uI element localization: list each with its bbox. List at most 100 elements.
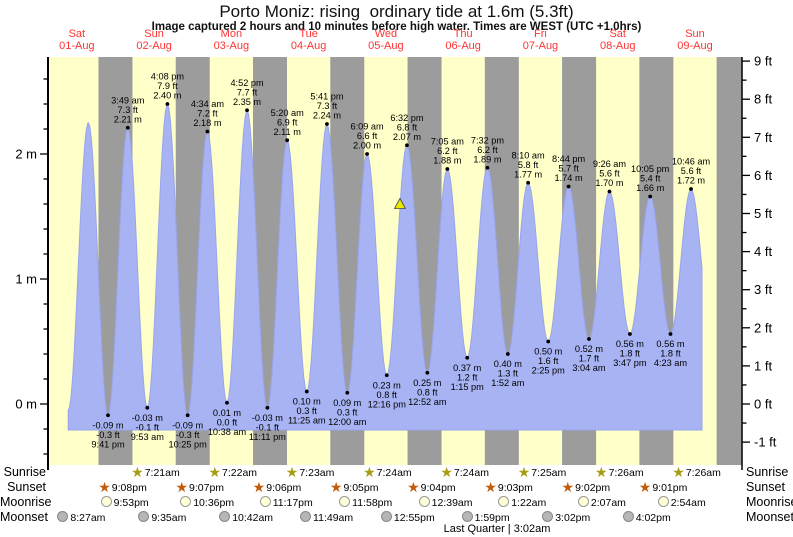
- high-tide-label: 5:41 pm 7.3 ft 2.24 m: [310, 92, 344, 121]
- moonrise-row-label-right: Moonrise: [746, 495, 793, 509]
- moonrise-time: 2:54am: [670, 497, 706, 509]
- sunrise-time: 7:23am: [299, 467, 335, 479]
- day-date: 07-Aug: [522, 39, 559, 52]
- sunrise-star-icon: ★: [208, 464, 222, 480]
- right-axis-tick-label: -1 ft: [754, 435, 777, 450]
- moonrise-row-label-left: Moonrise: [0, 495, 52, 509]
- moonrise-circle-icon: [259, 496, 271, 507]
- day-label: Sat 01-Aug: [39, 28, 115, 52]
- high-tide-label: 5:20 am 6.9 ft 2.11 m: [271, 108, 305, 137]
- right-axis-tick-label: 3 ft: [754, 282, 772, 297]
- sunrise-entry: ★7:25am: [518, 465, 567, 479]
- moonset-circle-icon: [300, 511, 312, 522]
- sunrise-entry: ★7:26am: [595, 465, 644, 479]
- tide-extreme-dot: [445, 167, 450, 171]
- day-date: 04-Aug: [290, 39, 327, 52]
- low-tide-label: 0.01 m 0.0 ft 10:38 am: [208, 408, 247, 437]
- sunset-row-label-right: Sunset: [746, 480, 785, 494]
- high-tide-label: 8:44 pm 5.7 ft 1.74 m: [552, 154, 586, 183]
- day-of-week: Tue: [299, 28, 318, 40]
- moonset-row-label-left: Moonset: [0, 510, 48, 524]
- tide-extreme-dot: [566, 184, 571, 189]
- low-tide-label: 0.25 m 0.8 ft 12:52 am: [408, 378, 447, 407]
- moonrise-circle-icon: [339, 496, 351, 507]
- moon-phase-label: Last Quarter | 3:02am: [443, 523, 551, 535]
- sunrise-star-icon: ★: [131, 464, 144, 480]
- night-band: [716, 57, 742, 465]
- moonset-time: 9:35am: [151, 512, 187, 524]
- sunset-time: 9:01pm: [652, 482, 688, 494]
- sunrise-star-icon: ★: [440, 464, 453, 480]
- moonset-circle-icon: [622, 511, 634, 522]
- sunrise-entry: ★7:26am: [672, 465, 721, 479]
- high-tide-label: 9:26 am 5.6 ft 1.70 m: [593, 159, 627, 188]
- sunset-star-icon: ★: [175, 479, 189, 495]
- moonset-entry: 11:49am: [300, 511, 353, 524]
- sunset-entry: ★9:06pm: [253, 480, 302, 494]
- page-title: Porto Moniz: rising ordinary tide at 1.6…: [219, 2, 574, 21]
- right-axis-tick-label: 2 ft: [754, 320, 772, 335]
- high-tide-label: 7:32 pm 6.2 ft 1.89 m: [471, 135, 505, 164]
- sunrise-time: 7:21am: [144, 467, 180, 479]
- sunrise-entry: ★7:22am: [208, 464, 258, 480]
- tide-extreme-dot: [546, 339, 551, 344]
- page-subtitle: Image captured 2 hours and 10 minutes be…: [151, 21, 642, 33]
- day-date: 06-Aug: [445, 39, 481, 52]
- moonset-time: 8:27am: [70, 512, 106, 524]
- high-tide-label: 6:32 pm 6.8 ft 2.07 m: [390, 113, 424, 142]
- tide-extreme-dot: [245, 108, 249, 113]
- tide-extreme-dot: [648, 194, 653, 199]
- day-of-week: Thu: [453, 28, 473, 40]
- moonrise-time: 12:39am: [431, 497, 473, 509]
- tide-extreme-dot: [365, 152, 369, 156]
- sunset-star-icon: ★: [638, 479, 652, 495]
- right-axis-tick-label: 0 ft: [754, 397, 772, 412]
- sunrise-time: 7:22am: [222, 467, 258, 479]
- left-axis-tick-label: 2 m: [15, 147, 37, 162]
- moonset-time: 10:42am: [232, 512, 274, 524]
- day-label: Wed 05-Aug: [348, 28, 424, 52]
- day-label: Sat 08-Aug: [580, 28, 656, 52]
- right-axis-tick-label: 9 ft: [754, 54, 772, 69]
- low-tide-label: 0.40 m 1.3 ft 1:52 am: [491, 359, 525, 388]
- moonset-time: 3:02pm: [555, 512, 591, 524]
- tide-extreme-dot: [465, 355, 470, 360]
- sunrise-star-icon: ★: [363, 464, 376, 480]
- moonset-time: 1:59pm: [474, 512, 510, 524]
- day-of-week: Sat: [68, 28, 86, 40]
- day-label: Thu 06-Aug: [425, 28, 501, 52]
- high-tide-label: 4:34 am 7.2 ft 2.18 m: [191, 99, 225, 128]
- sunrise-entry: ★7:24am: [440, 464, 489, 480]
- moonset-entry: 8:27am: [57, 511, 105, 524]
- moonset-circle-icon: [380, 511, 392, 522]
- sunset-star-icon: ★: [484, 479, 497, 495]
- high-tide-label: 10:46 am 5.6 ft 1.72 m: [672, 157, 711, 186]
- day-date: 08-Aug: [599, 39, 636, 52]
- right-axis-tick-label: 1 ft: [754, 358, 772, 373]
- tide-extreme-dot: [384, 373, 389, 378]
- low-tide-label: -0.03 m -0.1 ft 9:53 am: [131, 413, 165, 442]
- moonrise-time: 11:17pm: [272, 497, 313, 509]
- sunset-time: 9:04pm: [420, 482, 456, 494]
- day-label: Sun 02-Aug: [116, 28, 192, 52]
- sunset-star-icon: ★: [407, 479, 420, 495]
- moonset-entry: 3:02pm: [542, 511, 590, 524]
- day-of-week: Sun: [685, 28, 705, 40]
- tide-extreme-dot: [145, 405, 150, 410]
- right-axis-tick-label: 7 ft: [754, 130, 772, 145]
- low-tide-label: -0.09 m -0.3 ft 9:41 pm: [91, 420, 125, 449]
- sunset-time: 9:07pm: [189, 482, 225, 494]
- day-label: Fri 07-Aug: [502, 28, 578, 52]
- low-tide-label: 0.52 m 1.7 ft 3:04 am: [572, 344, 606, 373]
- moonset-circle-icon: [461, 511, 473, 522]
- moonset-time: 12:55pm: [393, 512, 435, 524]
- high-tide-label: 4:08 pm 7.9 ft 2.40 m: [151, 72, 185, 101]
- day-date: 01-Aug: [59, 39, 95, 52]
- sunset-entry: ★9:03pm: [484, 479, 533, 495]
- moonset-entry: 12:55pm: [380, 511, 435, 524]
- moonrise-entry: 9:53pm: [100, 496, 149, 509]
- tide-extreme-dot: [689, 187, 693, 191]
- left-axis-tick-label: 0 m: [15, 397, 37, 412]
- low-tide-label: 0.56 m 1.8 ft 3:47 pm: [613, 339, 647, 368]
